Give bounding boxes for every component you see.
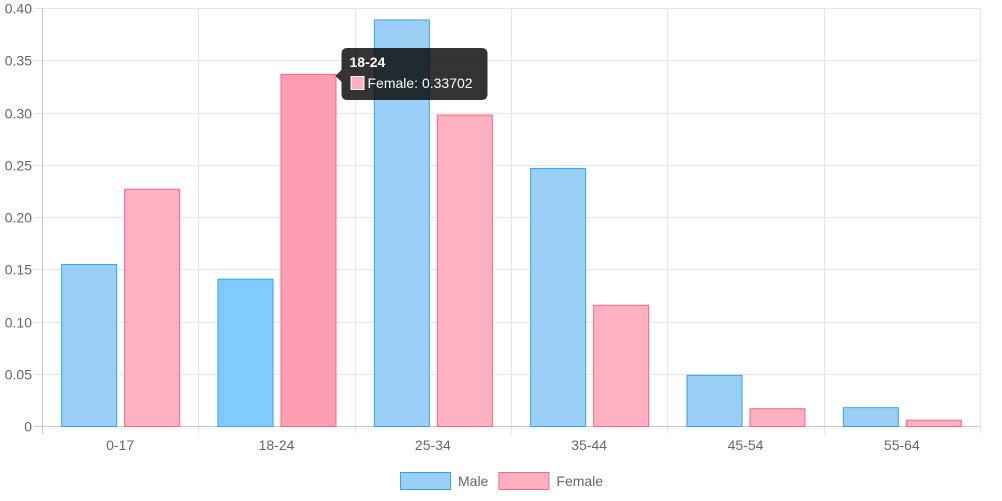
bar-female-0-17[interactable] <box>124 188 181 427</box>
tooltip-box: 18-24 Female: 0.33702 <box>335 48 488 100</box>
x-tick-label: 45-54 <box>728 437 764 453</box>
bar-male-0-17[interactable] <box>61 264 118 427</box>
y-tick-label: 0.25 <box>5 158 32 174</box>
legend-label: Male <box>458 473 489 489</box>
axes <box>34 8 980 434</box>
y-tick-label: 0.35 <box>5 53 32 69</box>
tick-labels: 0 0.05 0.10 0.15 0.20 0.25 0.30 0.35 0.40 0-17 18-… <box>5 1 920 454</box>
x-tick-label: 35-44 <box>571 437 607 453</box>
y-tick-label: 0.20 <box>5 210 32 226</box>
tooltip-title: 18-24 <box>350 54 386 70</box>
x-tick-label: 18-24 <box>259 437 295 453</box>
legend-label: Female <box>556 473 603 489</box>
tooltip-background <box>335 48 488 100</box>
bar-female-25-34[interactable] <box>436 114 493 427</box>
y-tick-label: 0.40 <box>5 1 32 17</box>
tooltip: 18-24 Female: 0.33702 <box>335 48 488 100</box>
bar-female-18-24[interactable] <box>280 73 337 428</box>
x-tick-label: 25-34 <box>415 437 451 453</box>
y-tick-label: 0.05 <box>5 367 32 383</box>
y-tick-label: 0.10 <box>5 315 32 331</box>
bar-female-35-44[interactable] <box>593 304 650 427</box>
bar-male-35-44[interactable] <box>530 167 587 427</box>
bar-male-18-24[interactable] <box>217 278 274 427</box>
legend-swatch <box>498 472 550 490</box>
legend-item-male[interactable]: Male <box>400 472 489 490</box>
bars <box>61 19 962 428</box>
tooltip-swatch <box>350 76 365 90</box>
x-tick-label: 0-17 <box>106 437 134 453</box>
legend: Male Female <box>400 472 603 490</box>
x-tick-label: 55-64 <box>884 437 920 453</box>
bar-male-45-54[interactable] <box>686 374 743 428</box>
bar-female-45-54[interactable] <box>749 408 806 427</box>
bar-male-55-64[interactable] <box>842 407 899 428</box>
bar-female-55-64[interactable] <box>905 419 962 428</box>
tooltip-body: Female: 0.33702 <box>368 75 473 91</box>
legend-swatch <box>400 472 451 490</box>
legend-item-female[interactable]: Female <box>498 472 603 490</box>
y-tick-label: 0.15 <box>5 262 32 278</box>
y-tick-label: 0.30 <box>5 106 32 122</box>
y-tick-label: 0 <box>24 419 32 435</box>
